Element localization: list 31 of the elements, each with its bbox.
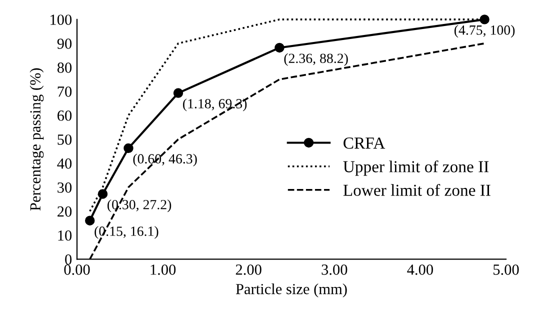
x-axis-title: Particle size (mm)	[236, 283, 347, 298]
point	[173, 88, 184, 98]
y-tick-label: 30	[58, 182, 72, 193]
point	[124, 143, 134, 154]
x-tick-label: 2.00	[236, 264, 262, 275]
point	[98, 189, 108, 199]
y-tick-label: 20	[58, 206, 72, 217]
y-axis-title: Percentage passing (%)	[30, 68, 44, 211]
legend-label: CRFA	[344, 138, 386, 149]
point	[85, 216, 95, 226]
y-tick-label: 70	[58, 86, 72, 97]
legend-label: Lower limit of zone II	[343, 184, 490, 196]
x-tick-label: 5.00	[494, 264, 519, 275]
y-tick-label: 100	[50, 14, 72, 25]
point	[274, 42, 284, 53]
y-tick-label: 0	[65, 254, 72, 265]
y-tick-label: 50	[58, 134, 72, 145]
y-tick-label: 60	[58, 110, 72, 121]
y-tick-label: 10	[58, 230, 72, 241]
x-tick-label: 4.00	[407, 264, 433, 275]
y-tick-label: 80	[57, 62, 72, 73]
point	[480, 14, 490, 24]
annotation: (4.75, 100)	[454, 24, 515, 38]
x-tick-label: 1.00	[150, 264, 176, 275]
annotation: (0.30, 27.2)	[108, 200, 172, 212]
y-tick-label: 90	[57, 38, 72, 49]
x-tick-label: 0.00	[64, 264, 90, 275]
y-tick-label: 40	[57, 158, 72, 169]
annotation: (2.36, 88.2)	[284, 53, 348, 66]
x-tick-label: 3.00	[322, 264, 348, 275]
legend-label: Upper limit of zone II	[343, 160, 489, 176]
